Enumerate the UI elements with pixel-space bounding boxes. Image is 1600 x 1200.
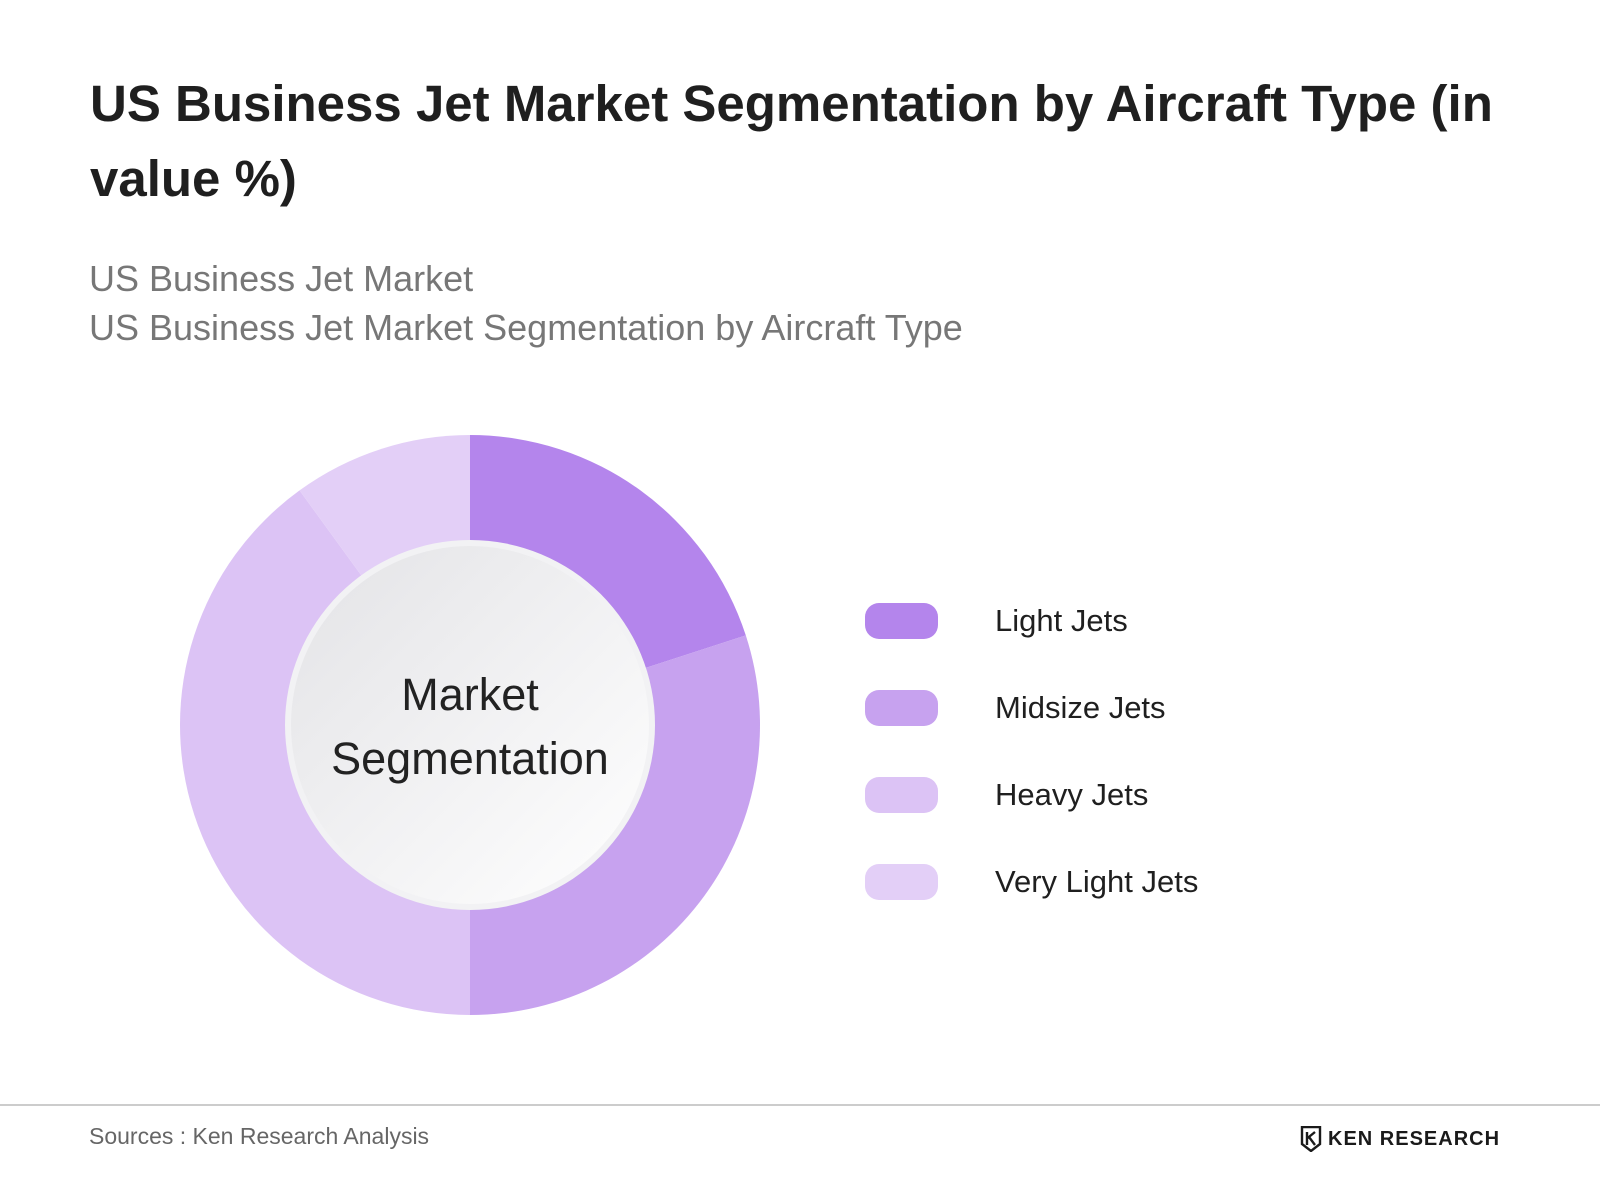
- legend-label: Very Light Jets: [995, 864, 1199, 899]
- subtitle-line: US Business Jet Market: [89, 258, 474, 299]
- center-label-line: Market: [401, 669, 539, 720]
- brand-name: KEN RESEARCH: [1328, 1127, 1501, 1150]
- footer-source: Sources : Ken Research Analysis: [89, 1123, 430, 1149]
- legend-swatch: [865, 777, 938, 813]
- donut-chart: Market Segmentation: [180, 435, 760, 1015]
- ken-logo-icon: [1300, 1126, 1322, 1152]
- footer-divider: [0, 1104, 1600, 1106]
- legend-label: Light Jets: [995, 603, 1128, 638]
- legend-swatch: [865, 603, 938, 639]
- legend-label: Midsize Jets: [995, 690, 1166, 725]
- chart-title: US Business Jet Market Segmentation by A…: [90, 75, 1493, 207]
- legend-swatch: [865, 864, 938, 900]
- legend-swatch: [865, 690, 938, 726]
- subtitle-line: US Business Jet Market Segmentation by A…: [89, 307, 963, 348]
- legend-label: Heavy Jets: [995, 777, 1149, 812]
- brand-logo: KEN RESEARCH: [1300, 1124, 1500, 1154]
- chart-subtitles: US Business Jet Market US Business Jet M…: [89, 254, 963, 352]
- center-disc: [291, 546, 649, 904]
- center-label-line: Segmentation: [331, 733, 609, 784]
